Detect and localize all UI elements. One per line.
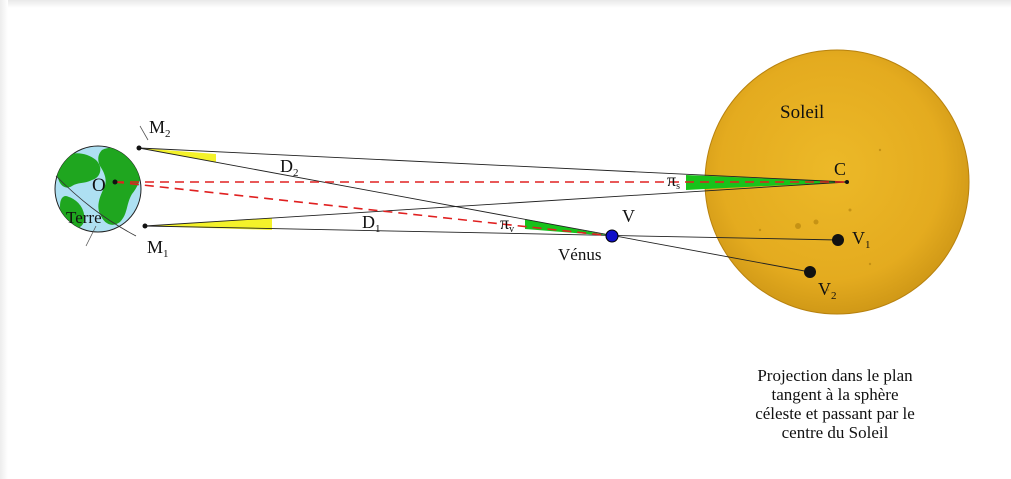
label-pi-s: πs [667,170,680,192]
red-dashed-lines [114,181,847,237]
caption-line: centre du Soleil [781,423,889,442]
point-M1 [142,223,148,229]
label-O: O [92,175,106,196]
label-V: V [622,206,635,226]
label-soleil: Soleil [780,102,824,123]
label-D2: D2 [280,156,299,179]
label-terre: Terre [66,208,102,227]
label-venus: Vénus [558,245,601,264]
frame-shadow-left [0,0,8,479]
label-V1: V1 [852,228,871,251]
point-M2 [136,145,142,151]
venus-planet [605,229,619,243]
sunspots [758,148,882,292]
label-pi-v: πv [500,213,514,235]
label-V2: V2 [818,279,837,302]
label-C: C [834,159,846,179]
projection-caption: Projection dans le plan tangent à la sph… [720,366,950,442]
label-M1: M1 [147,237,169,260]
point-O [112,179,118,185]
earth-globe [54,125,149,247]
frame-shadow [0,0,1011,8]
point-C [845,180,849,184]
label-M2: M2 [149,117,171,140]
point-V2 [804,266,816,278]
sight-lines [138,147,848,273]
label-D1: D1 [362,212,381,235]
caption-line: céleste et passant par le [755,404,915,423]
caption-line: Projection dans le plan [757,366,913,385]
caption-line: tangent à la sphère [771,385,899,404]
point-V1 [832,234,844,246]
